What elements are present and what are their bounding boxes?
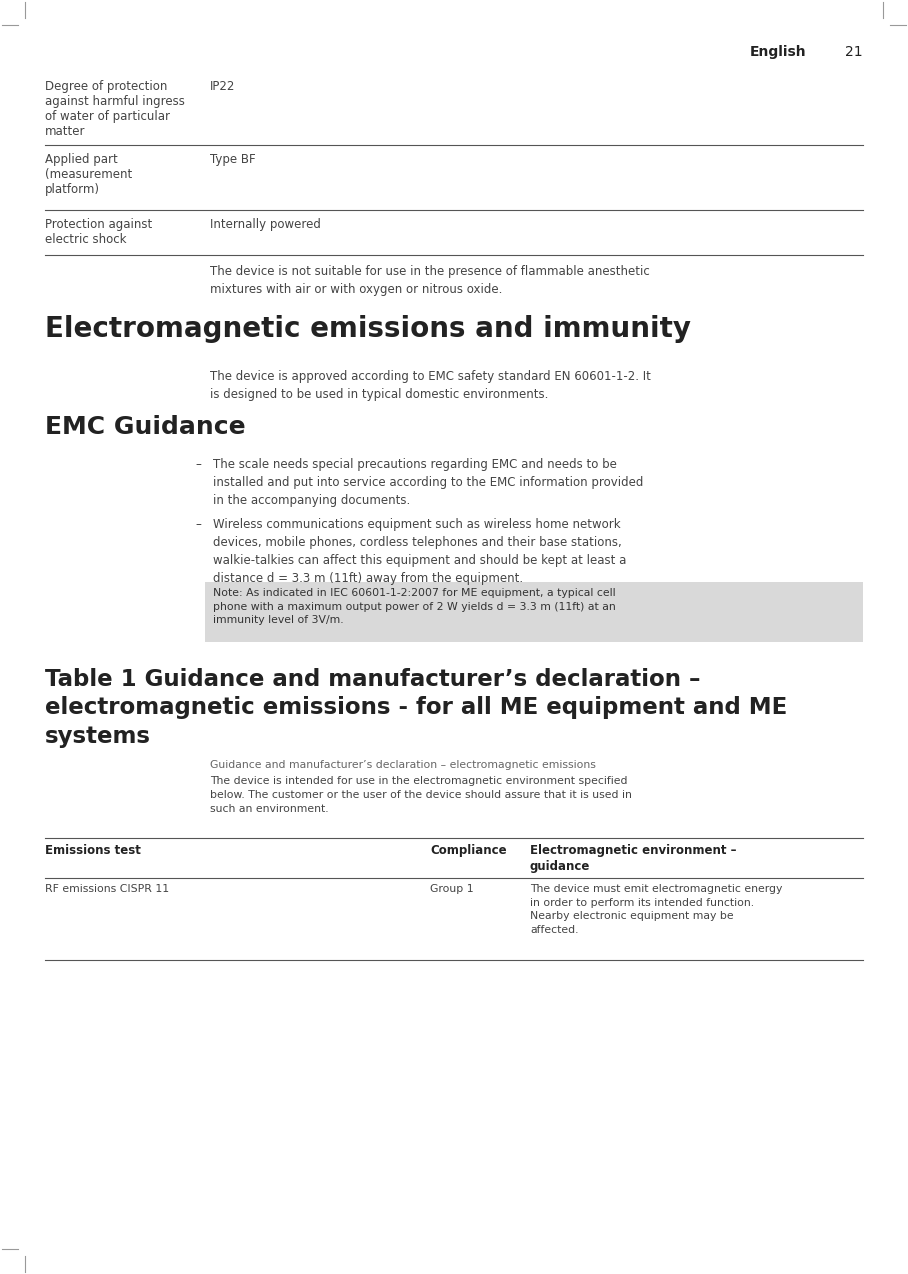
Text: Degree of protection: Degree of protection bbox=[45, 80, 167, 93]
Text: Compliance: Compliance bbox=[430, 843, 507, 857]
Text: Guidance and manufacturer’s declaration – electromagnetic emissions: Guidance and manufacturer’s declaration … bbox=[210, 761, 596, 769]
Text: Emissions test: Emissions test bbox=[45, 843, 141, 857]
Text: platform): platform) bbox=[45, 183, 100, 196]
Text: Electromagnetic emissions and immunity: Electromagnetic emissions and immunity bbox=[45, 315, 691, 343]
Text: Group 1: Group 1 bbox=[430, 884, 474, 894]
Text: EMC Guidance: EMC Guidance bbox=[45, 415, 246, 440]
Text: –: – bbox=[195, 457, 201, 471]
Text: The scale needs special precautions regarding EMC and needs to be
installed and : The scale needs special precautions rega… bbox=[213, 457, 644, 507]
Bar bbox=[205, 582, 863, 642]
Text: Type BF: Type BF bbox=[210, 153, 256, 166]
Text: Table 1 Guidance and manufacturer’s declaration –
electromagnetic emissions - fo: Table 1 Guidance and manufacturer’s decl… bbox=[45, 668, 787, 748]
Text: RF emissions CISPR 11: RF emissions CISPR 11 bbox=[45, 884, 169, 894]
Text: against harmful ingress: against harmful ingress bbox=[45, 96, 185, 108]
Text: 21: 21 bbox=[845, 45, 863, 59]
Text: English: English bbox=[750, 45, 806, 59]
Text: The device is not suitable for use in the presence of flammable anesthetic
mixtu: The device is not suitable for use in th… bbox=[210, 265, 650, 296]
Text: of water of particular: of water of particular bbox=[45, 110, 170, 124]
Text: Electromagnetic environment –
guidance: Electromagnetic environment – guidance bbox=[530, 843, 736, 873]
Text: electric shock: electric shock bbox=[45, 233, 126, 246]
Text: Note: As indicated in IEC 60601-1-2:2007 for ME equipment, a typical cell
phone : Note: As indicated in IEC 60601-1-2:2007… bbox=[213, 589, 616, 626]
Text: Internally powered: Internally powered bbox=[210, 218, 321, 231]
Text: –: – bbox=[195, 519, 201, 531]
Text: Wireless communications equipment such as wireless home network
devices, mobile : Wireless communications equipment such a… bbox=[213, 519, 627, 585]
Text: Protection against: Protection against bbox=[45, 218, 153, 231]
Text: The device is approved according to EMC safety standard EN 60601-1-2. It
is desi: The device is approved according to EMC … bbox=[210, 369, 651, 401]
Text: Applied part: Applied part bbox=[45, 153, 118, 166]
Text: (measurement: (measurement bbox=[45, 168, 133, 181]
Text: matter: matter bbox=[45, 125, 85, 138]
Text: IP22: IP22 bbox=[210, 80, 235, 93]
Text: The device is intended for use in the electromagnetic environment specified
belo: The device is intended for use in the el… bbox=[210, 776, 632, 814]
Text: The device must emit electromagnetic energy
in order to perform its intended fun: The device must emit electromagnetic ene… bbox=[530, 884, 783, 935]
